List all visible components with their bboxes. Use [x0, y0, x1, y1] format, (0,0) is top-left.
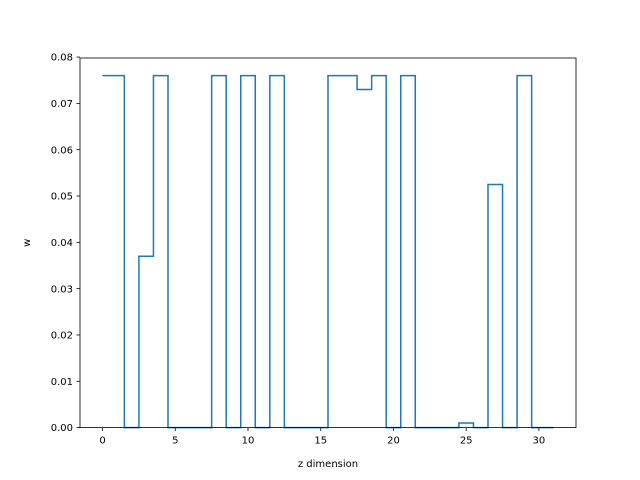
- y-tick-label: 0.04: [51, 238, 73, 249]
- y-tick-label: 0.06: [51, 145, 73, 156]
- x-axis-label: z dimension: [298, 459, 358, 470]
- x-tick-label: 30: [533, 436, 546, 447]
- x-tick-label: 25: [460, 436, 473, 447]
- y-tick-label: 0.01: [51, 377, 73, 388]
- x-tick-label: 10: [242, 436, 255, 447]
- x-tick-label: 15: [314, 436, 327, 447]
- y-tick-label: 0.07: [51, 99, 73, 110]
- y-tick-label: 0.03: [51, 284, 73, 295]
- y-tick-label: 0.05: [51, 192, 73, 203]
- y-axis-label: w: [22, 239, 33, 247]
- x-ticks: 0 5 10 15 20 25 30: [99, 427, 546, 447]
- y-ticks: 0.00 0.01 0.02 0.03 0.04 0.05 0.06 0.07 0.08: [51, 53, 80, 434]
- plot-line-group: [102, 74, 554, 429]
- series-line: [102, 74, 554, 429]
- axes-frame: [79, 57, 577, 429]
- y-tick-label: 0.08: [51, 53, 73, 64]
- y-tick-label: 0.00: [51, 423, 73, 434]
- x-tick-label: 5: [172, 436, 178, 447]
- y-tick-label: 0.02: [51, 331, 73, 342]
- x-tick-label: 20: [387, 436, 400, 447]
- x-tick-label: 0: [99, 436, 105, 447]
